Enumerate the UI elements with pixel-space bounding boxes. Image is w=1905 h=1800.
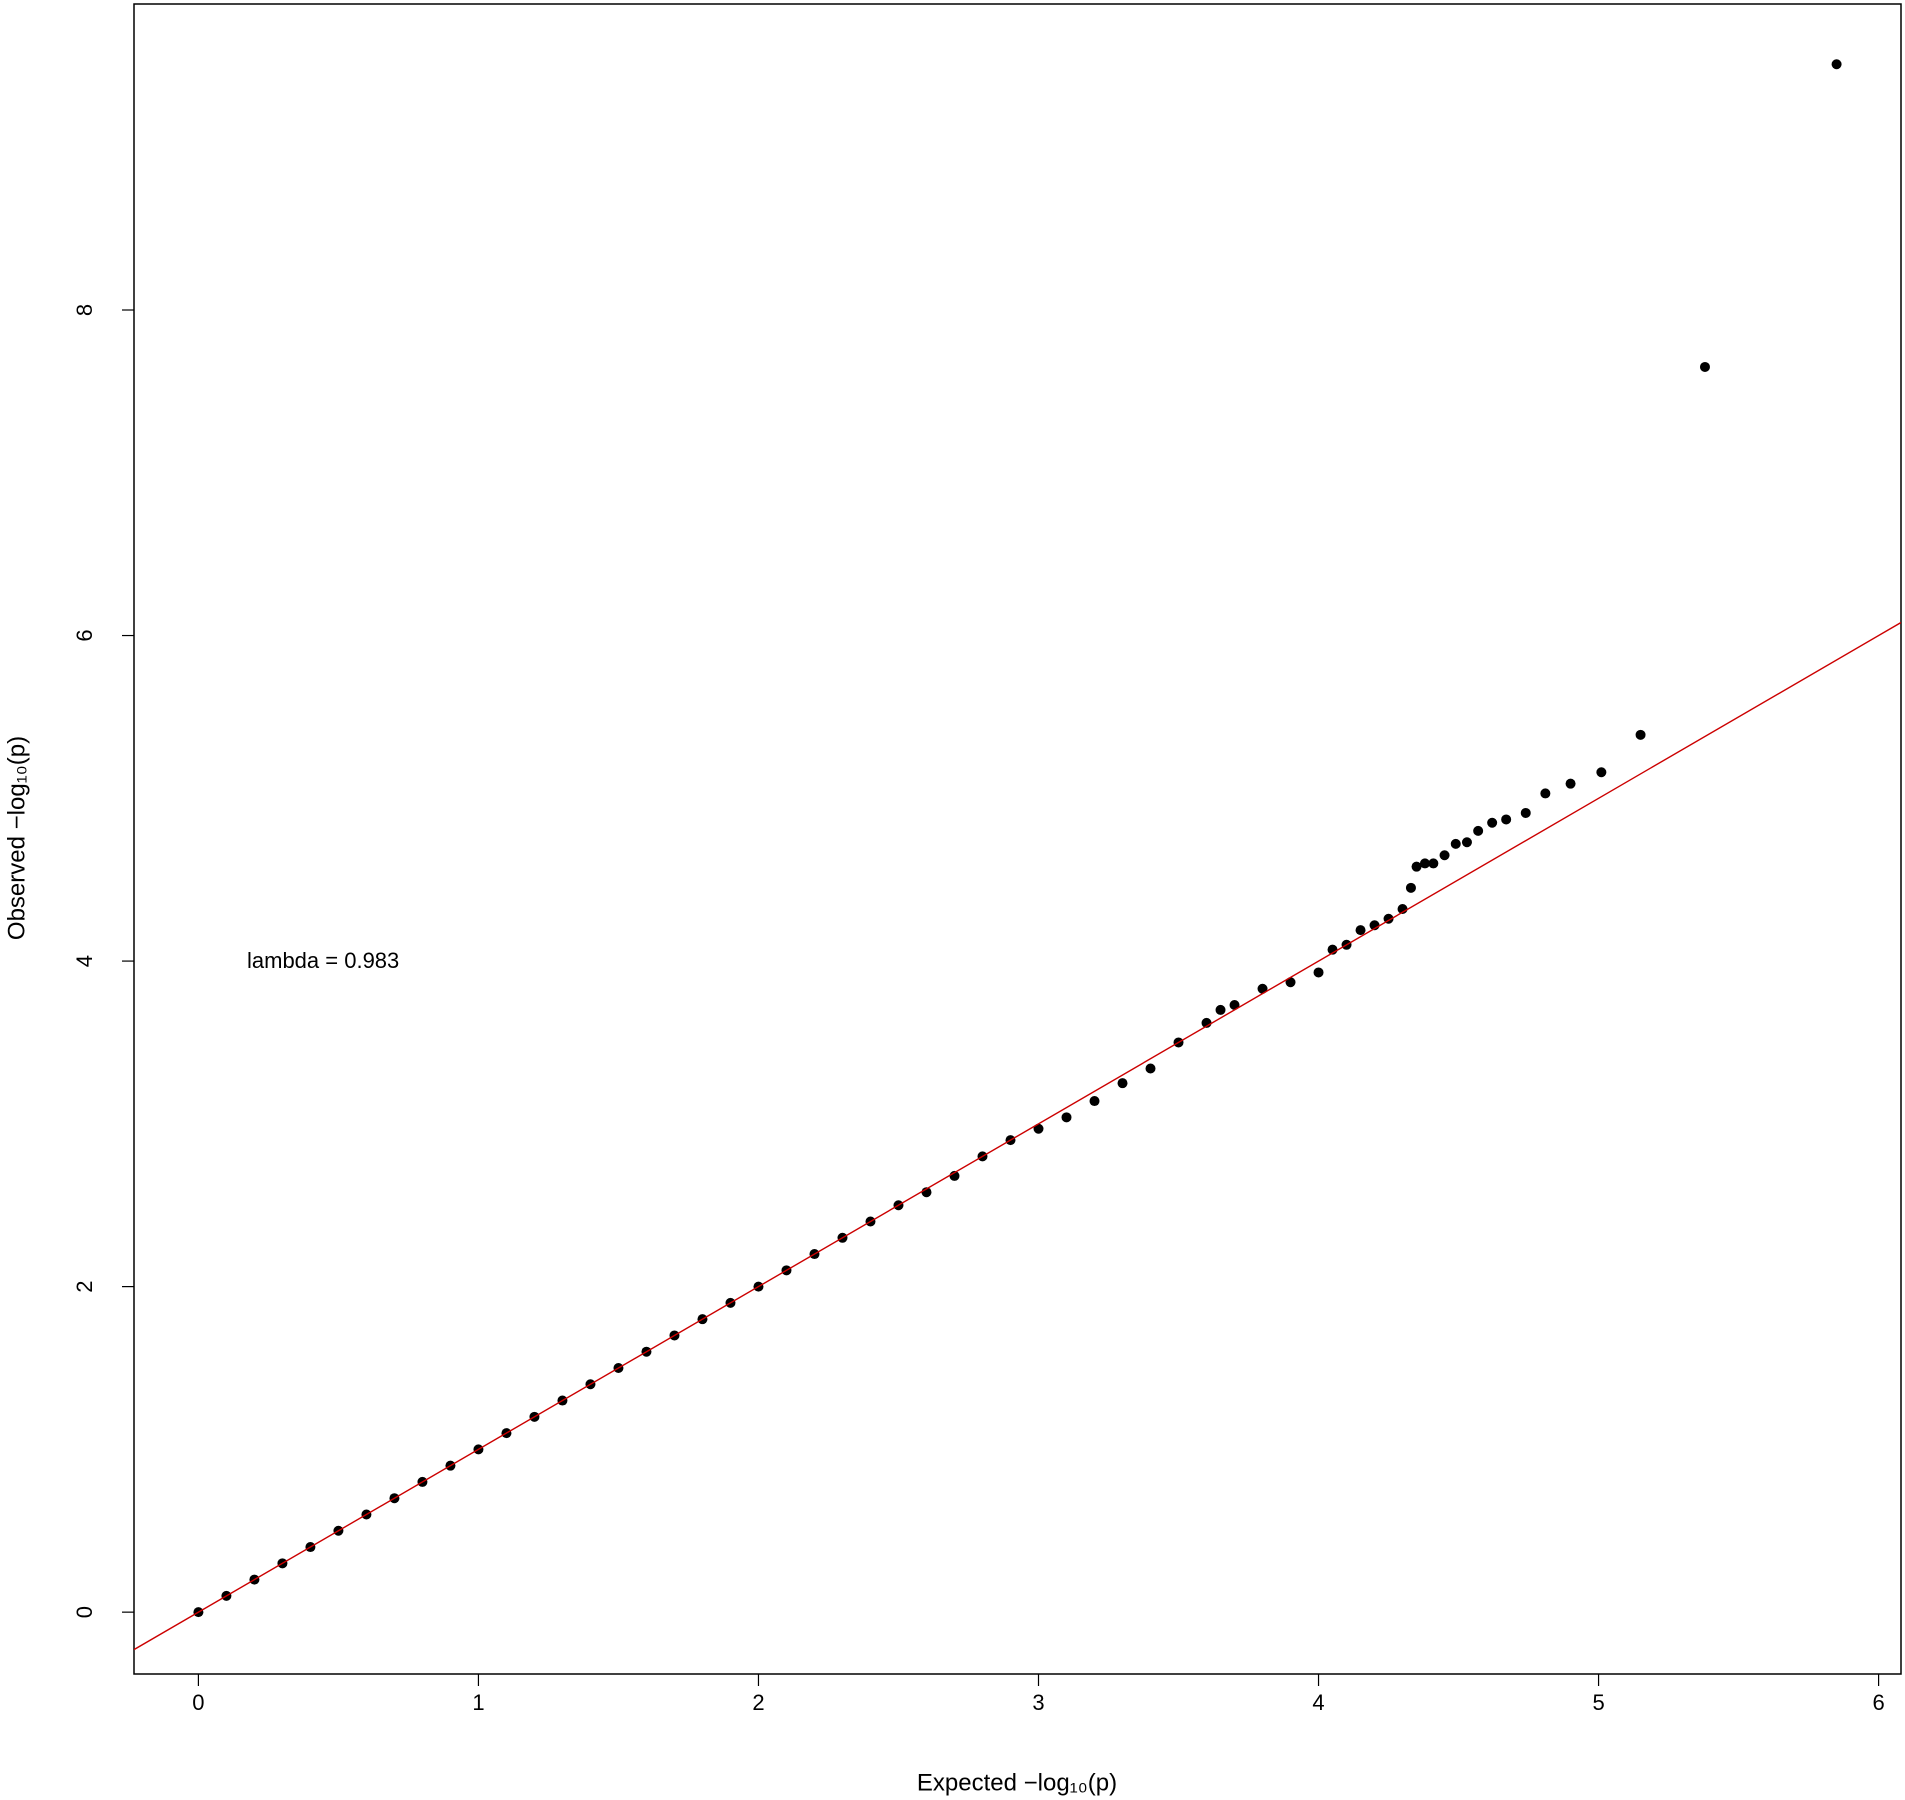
point (1831, 59, 1842, 70)
point (1061, 1112, 1072, 1123)
point (1596, 767, 1607, 778)
point (1313, 967, 1324, 978)
y-axis-title: Observed −log₁₀(p) (3, 736, 30, 940)
x-tick-label: 1 (472, 1690, 484, 1715)
point (1487, 817, 1498, 828)
point (1145, 1063, 1156, 1074)
point (1229, 1000, 1240, 1011)
point (1257, 983, 1268, 994)
point (1411, 861, 1422, 872)
y-tick-label: 8 (72, 304, 97, 316)
x-tick-label: 5 (1592, 1690, 1604, 1715)
x-tick-label: 0 (192, 1690, 204, 1715)
point (1405, 882, 1416, 893)
x-tick-label: 3 (1032, 1690, 1044, 1715)
reference-line (134, 621, 1901, 1651)
x-tick-label: 4 (1312, 1690, 1324, 1715)
point (1635, 729, 1646, 740)
point (1473, 825, 1484, 836)
x-axis-title: Expected −log₁₀(p) (917, 1769, 1117, 1796)
point (1285, 977, 1296, 988)
point (1215, 1004, 1226, 1015)
y-tick-label: 6 (72, 629, 97, 641)
annotation: lambda = 0.983 (247, 948, 399, 973)
point (1565, 778, 1576, 789)
point (1419, 858, 1430, 869)
plot-frame (133, 3, 1902, 1675)
point (1699, 361, 1710, 372)
point (1501, 814, 1512, 825)
y-tick-label: 0 (72, 1606, 97, 1618)
point (1033, 1123, 1044, 1134)
point (1461, 837, 1472, 848)
y-tick-label: 4 (72, 955, 97, 967)
x-tick-label: 2 (752, 1690, 764, 1715)
x-tick-label: 6 (1872, 1690, 1884, 1715)
point (1540, 788, 1551, 799)
annotation-group: lambda = 0.983 (247, 948, 399, 973)
y-tick-label: 2 (72, 1280, 97, 1292)
point (1428, 858, 1439, 869)
point (1089, 1096, 1100, 1107)
point (1520, 807, 1531, 818)
point (1439, 850, 1450, 861)
point (1117, 1078, 1128, 1089)
point (1355, 925, 1366, 936)
point (1450, 838, 1461, 849)
